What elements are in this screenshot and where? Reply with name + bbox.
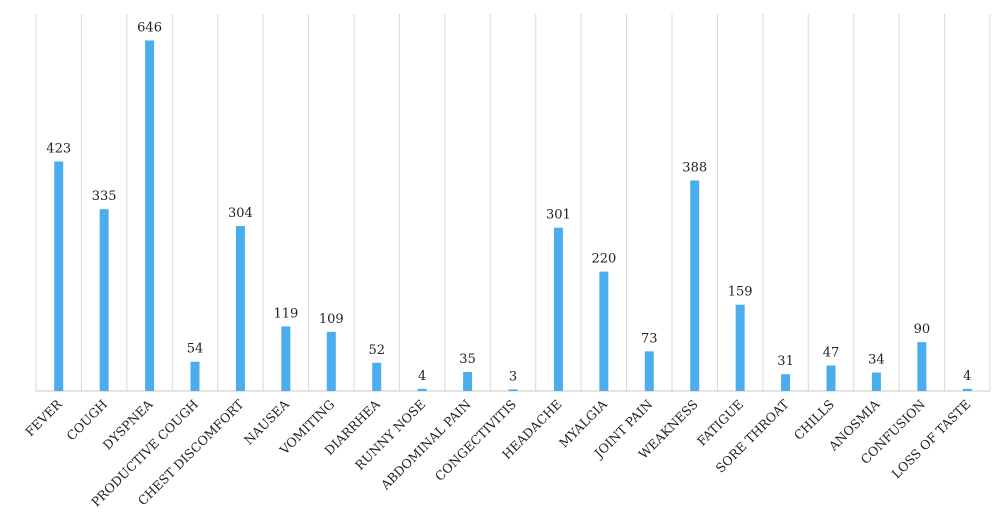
bar-weakness <box>690 180 700 391</box>
x-tick-label: CHILLS <box>791 397 837 443</box>
data-label: 335 <box>92 189 117 204</box>
bar-cough <box>99 209 109 391</box>
bar-myalgia <box>599 271 609 391</box>
bar-anosmia <box>871 372 881 391</box>
data-label: 304 <box>228 206 253 221</box>
bar-runny-nose <box>417 388 427 391</box>
data-labels: 423 335 646 54 304 119 109 52 4 35 3 301 220 73 388 159… <box>46 20 971 384</box>
bar-congectivitis <box>508 389 518 391</box>
data-label: 31 <box>777 354 794 369</box>
bar-sore-throat <box>781 374 791 391</box>
bar-fever <box>54 161 64 391</box>
data-label: 423 <box>46 141 71 156</box>
data-label: 4 <box>963 369 971 384</box>
data-label: 119 <box>273 306 298 321</box>
data-label: 3 <box>509 369 517 384</box>
x-tick-label: FEVER <box>22 396 65 439</box>
data-label: 159 <box>728 285 753 300</box>
bar-loss-of-taste <box>962 388 972 391</box>
data-label: 34 <box>868 353 885 368</box>
bar-diarrhea <box>372 362 382 391</box>
bar-abdominal-pain <box>463 372 473 391</box>
bar-joint-pain <box>644 351 654 391</box>
data-label: 73 <box>641 331 658 346</box>
bar-productive-cough <box>190 361 200 391</box>
vertical-gridlines <box>35 14 991 391</box>
data-label: 90 <box>914 322 931 337</box>
x-tick-label: CONGECTIVITIS <box>432 397 519 484</box>
bar-dyspnea <box>145 40 155 391</box>
data-label: 220 <box>591 252 616 267</box>
data-label: 301 <box>546 208 571 223</box>
bars <box>54 40 972 391</box>
data-label: 52 <box>368 343 385 358</box>
bar-nausea <box>281 326 291 391</box>
data-label: 646 <box>137 20 162 35</box>
bar-vomiting <box>326 331 336 391</box>
bar-chills <box>826 365 836 391</box>
bar-confusion <box>917 342 927 391</box>
data-label: 388 <box>682 160 707 175</box>
x-tick-label: COUGH <box>63 396 110 443</box>
bar-chest-discomfort <box>235 226 245 391</box>
bar-headache <box>553 227 563 391</box>
data-label: 54 <box>187 342 204 357</box>
bar-fatigue <box>735 304 745 391</box>
data-label: 109 <box>319 312 344 327</box>
data-label: 35 <box>459 352 476 367</box>
x-tick-label: LOSS OF TASTE <box>889 397 974 482</box>
data-label: 47 <box>823 345 840 360</box>
data-label: 4 <box>418 369 426 384</box>
